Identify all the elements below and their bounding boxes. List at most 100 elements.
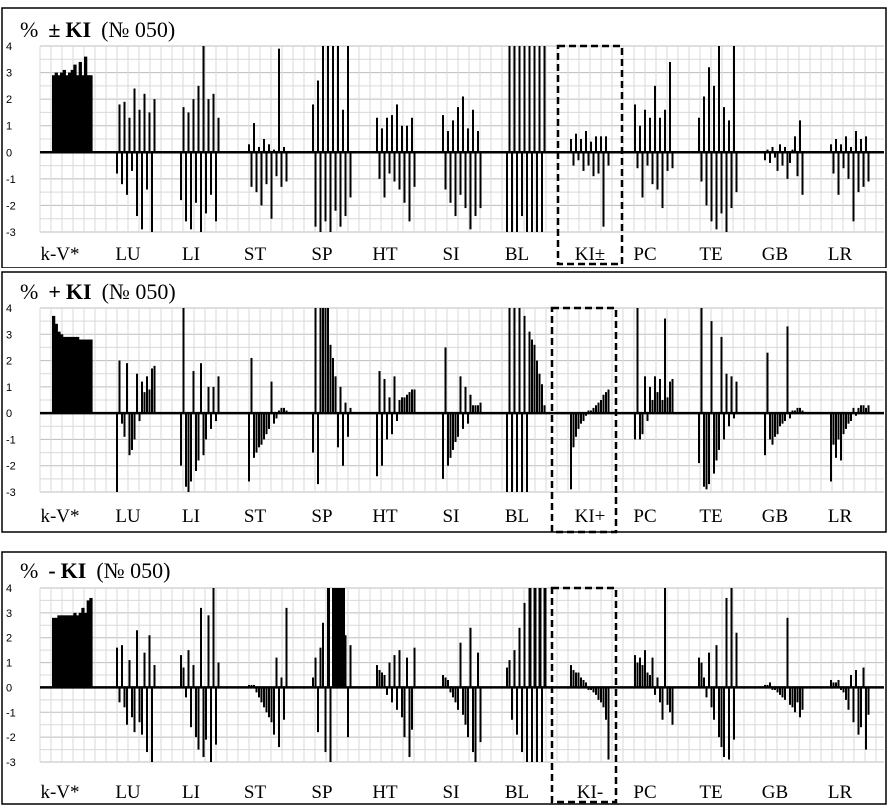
bar bbox=[771, 413, 774, 445]
y-tick-label: 0 bbox=[6, 147, 12, 159]
bar bbox=[205, 687, 207, 740]
bar-group-lu bbox=[116, 88, 156, 232]
bar bbox=[70, 615, 74, 688]
bar bbox=[329, 687, 332, 762]
bar bbox=[865, 687, 867, 750]
bar bbox=[656, 152, 659, 190]
y-tick-label: -2 bbox=[6, 461, 16, 473]
bar bbox=[769, 413, 771, 440]
bar bbox=[457, 413, 459, 437]
bar bbox=[337, 46, 339, 153]
bar bbox=[533, 588, 537, 688]
bar bbox=[867, 152, 870, 182]
bar-group-pc bbox=[634, 308, 674, 440]
bar bbox=[322, 308, 324, 414]
y-tick-label: 2 bbox=[6, 633, 12, 645]
bar-group-kminusvstar bbox=[52, 56, 93, 153]
bar bbox=[381, 413, 383, 466]
grid bbox=[39, 587, 884, 763]
bar bbox=[543, 46, 546, 153]
bar bbox=[278, 410, 280, 414]
bar bbox=[860, 405, 862, 414]
bar bbox=[118, 104, 121, 153]
bar-group-lr bbox=[830, 667, 870, 750]
bar bbox=[860, 139, 862, 153]
bar bbox=[275, 413, 278, 419]
bar bbox=[511, 413, 513, 492]
bar bbox=[582, 152, 585, 171]
bar bbox=[518, 308, 521, 414]
bar bbox=[511, 687, 513, 720]
bar bbox=[334, 588, 338, 688]
bar bbox=[408, 152, 411, 222]
category-label-bl: BL bbox=[505, 244, 529, 265]
bar bbox=[708, 413, 710, 485]
bar bbox=[73, 64, 77, 153]
bar bbox=[153, 365, 156, 414]
bar bbox=[413, 647, 416, 688]
bar bbox=[602, 152, 605, 227]
bar bbox=[572, 152, 575, 166]
bar bbox=[830, 144, 832, 153]
bar bbox=[518, 46, 521, 153]
bar bbox=[322, 622, 324, 688]
bar bbox=[403, 687, 406, 738]
bar bbox=[388, 397, 391, 414]
bar bbox=[280, 677, 283, 688]
bar bbox=[651, 152, 654, 185]
bar bbox=[570, 139, 572, 153]
chart-title: % ± KI (№ 050) bbox=[20, 17, 175, 42]
bar bbox=[710, 321, 713, 414]
bar bbox=[796, 407, 799, 414]
bar bbox=[413, 152, 416, 187]
bar bbox=[832, 152, 835, 174]
bar bbox=[408, 687, 411, 758]
bar bbox=[329, 152, 332, 232]
bar bbox=[472, 405, 474, 414]
bar bbox=[197, 687, 200, 750]
bar bbox=[832, 413, 835, 445]
bar bbox=[393, 152, 396, 182]
bar bbox=[644, 650, 646, 688]
bar bbox=[180, 152, 182, 201]
bar bbox=[521, 152, 523, 217]
bar bbox=[799, 407, 801, 414]
bar bbox=[121, 645, 123, 688]
bar bbox=[639, 657, 641, 688]
bar bbox=[454, 687, 457, 703]
y-tick-label: -2 bbox=[6, 200, 16, 212]
bar bbox=[285, 152, 288, 182]
bar bbox=[474, 687, 477, 762]
category-label-li: LI bbox=[182, 244, 200, 265]
bar bbox=[572, 413, 575, 448]
bar bbox=[131, 152, 133, 171]
bar bbox=[865, 407, 867, 414]
bar bbox=[649, 117, 651, 153]
category-label-si: SI bbox=[443, 244, 460, 265]
bar bbox=[703, 413, 705, 487]
bar bbox=[528, 331, 531, 414]
bar bbox=[575, 133, 577, 153]
bar bbox=[312, 104, 314, 153]
bar bbox=[347, 413, 349, 437]
bar bbox=[52, 617, 56, 688]
bar bbox=[789, 152, 791, 163]
bar bbox=[215, 687, 217, 745]
bar bbox=[511, 152, 513, 232]
bar bbox=[376, 413, 378, 477]
bar bbox=[151, 368, 153, 414]
bar bbox=[855, 413, 857, 416]
y-tick-label: 4 bbox=[6, 583, 12, 595]
category-label-lr: LR bbox=[828, 244, 853, 265]
bar bbox=[314, 657, 317, 688]
bar bbox=[207, 386, 210, 414]
bar bbox=[600, 400, 602, 414]
category-label-kiplus: KI+ bbox=[575, 506, 606, 527]
bar bbox=[536, 360, 538, 414]
bar bbox=[661, 687, 664, 720]
bar bbox=[595, 687, 597, 695]
bar bbox=[646, 152, 649, 166]
bar bbox=[735, 381, 738, 414]
category-label-li: LI bbox=[182, 506, 200, 527]
bar bbox=[285, 607, 288, 688]
